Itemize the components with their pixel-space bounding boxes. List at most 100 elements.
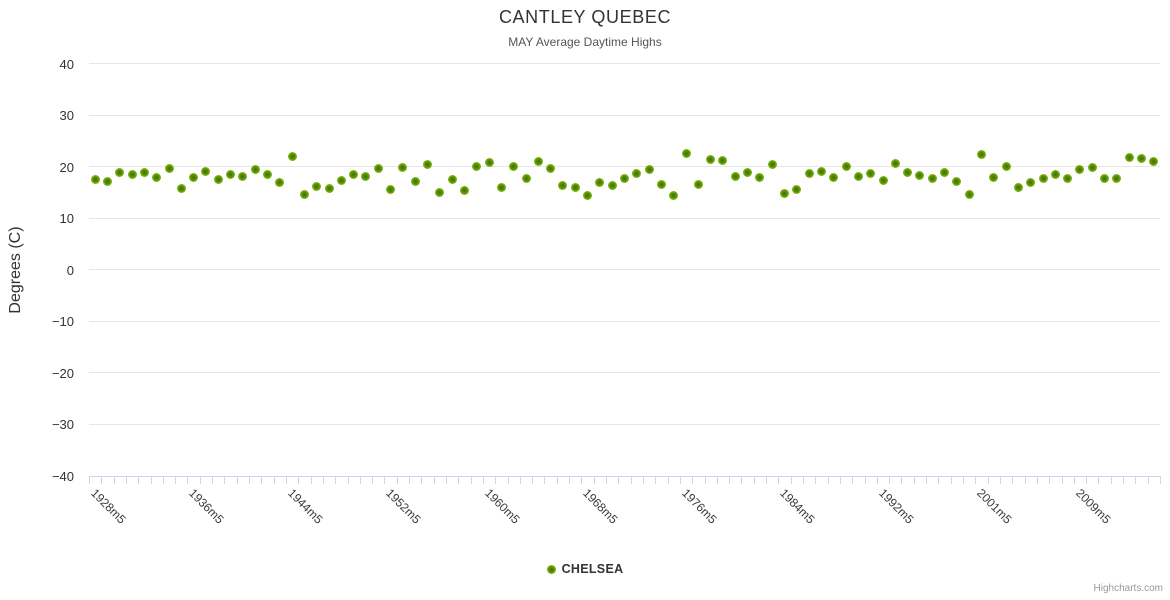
data-point[interactable] bbox=[1124, 152, 1134, 162]
data-point[interactable] bbox=[324, 184, 334, 194]
data-point[interactable] bbox=[1013, 182, 1023, 192]
data-point[interactable] bbox=[607, 181, 617, 191]
data-point[interactable] bbox=[435, 187, 445, 197]
data-point[interactable] bbox=[472, 162, 482, 171]
x-axis-tick-label: 2001m5 bbox=[974, 485, 1016, 527]
data-point[interactable] bbox=[780, 188, 790, 198]
data-point[interactable] bbox=[878, 175, 888, 185]
x-axis-tick bbox=[618, 476, 620, 484]
data-point[interactable] bbox=[201, 166, 211, 176]
data-point[interactable] bbox=[152, 172, 162, 182]
data-point[interactable] bbox=[115, 167, 125, 177]
data-point[interactable] bbox=[287, 151, 297, 161]
data-point[interactable] bbox=[176, 184, 186, 194]
data-point[interactable] bbox=[263, 170, 272, 180]
data-point[interactable] bbox=[250, 165, 260, 175]
data-point[interactable] bbox=[102, 177, 112, 187]
data-point[interactable] bbox=[632, 169, 642, 179]
data-point[interactable] bbox=[373, 164, 383, 174]
data-point[interactable] bbox=[1063, 174, 1073, 184]
x-axis-tick bbox=[778, 476, 780, 484]
data-point[interactable] bbox=[792, 185, 802, 195]
data-point[interactable] bbox=[1087, 162, 1097, 172]
data-point[interactable] bbox=[521, 174, 531, 184]
data-point[interactable] bbox=[238, 172, 248, 182]
data-point[interactable] bbox=[361, 171, 371, 181]
data-point[interactable] bbox=[558, 181, 568, 191]
data-point[interactable] bbox=[755, 173, 765, 183]
data-point[interactable] bbox=[139, 167, 149, 177]
data-point[interactable] bbox=[1001, 162, 1011, 171]
data-point[interactable] bbox=[410, 177, 420, 187]
data-point[interactable] bbox=[718, 155, 728, 165]
data-point[interactable] bbox=[1075, 165, 1085, 175]
data-point[interactable] bbox=[546, 164, 556, 174]
data-point[interactable] bbox=[164, 164, 174, 174]
data-point[interactable] bbox=[509, 162, 519, 171]
x-axis-tick bbox=[901, 476, 903, 484]
data-point[interactable] bbox=[127, 170, 137, 180]
data-point[interactable] bbox=[484, 157, 494, 167]
x-axis-tick bbox=[815, 476, 817, 484]
data-point[interactable] bbox=[447, 175, 457, 185]
data-point[interactable] bbox=[767, 160, 777, 170]
data-point[interactable] bbox=[583, 190, 593, 200]
data-point[interactable] bbox=[459, 186, 469, 196]
data-point[interactable] bbox=[299, 190, 309, 200]
data-point[interactable] bbox=[213, 174, 223, 184]
data-point[interactable] bbox=[336, 176, 346, 186]
data-point[interactable] bbox=[398, 162, 408, 172]
y-axis-tick-label: 10 bbox=[59, 211, 74, 226]
data-point[interactable] bbox=[275, 178, 285, 188]
data-point[interactable] bbox=[706, 155, 716, 165]
data-point[interactable] bbox=[915, 170, 925, 180]
legend-item-chelsea[interactable]: CHELSEA bbox=[0, 562, 1170, 576]
data-point[interactable] bbox=[841, 162, 851, 171]
x-axis-tick bbox=[766, 476, 768, 484]
data-point[interactable] bbox=[533, 156, 543, 166]
data-point[interactable] bbox=[977, 150, 986, 160]
data-point[interactable] bbox=[804, 169, 814, 179]
data-point[interactable] bbox=[890, 158, 900, 168]
data-point[interactable] bbox=[952, 176, 962, 186]
x-axis-tick bbox=[1160, 476, 1161, 484]
data-point[interactable] bbox=[620, 173, 629, 183]
data-point[interactable] bbox=[903, 167, 913, 177]
x-axis-tick bbox=[1135, 476, 1137, 484]
data-point[interactable] bbox=[816, 167, 826, 177]
data-point[interactable] bbox=[312, 181, 322, 191]
data-point[interactable] bbox=[423, 160, 433, 170]
data-point[interactable] bbox=[386, 185, 396, 195]
data-point[interactable] bbox=[989, 172, 999, 182]
x-axis-tick bbox=[593, 476, 595, 484]
data-point[interactable] bbox=[1038, 173, 1048, 183]
data-point[interactable] bbox=[226, 170, 236, 180]
data-point[interactable] bbox=[1112, 173, 1122, 183]
data-point[interactable] bbox=[940, 167, 950, 177]
data-point[interactable] bbox=[927, 174, 937, 184]
x-axis-tick bbox=[458, 476, 460, 484]
data-point[interactable] bbox=[1149, 157, 1159, 167]
data-point[interactable] bbox=[829, 173, 839, 183]
data-point[interactable] bbox=[570, 183, 580, 193]
data-point[interactable] bbox=[730, 171, 740, 181]
data-point[interactable] bbox=[90, 175, 100, 185]
data-point[interactable] bbox=[1026, 178, 1036, 188]
data-point[interactable] bbox=[1100, 173, 1110, 183]
data-point[interactable] bbox=[656, 179, 666, 189]
data-point[interactable] bbox=[669, 190, 679, 200]
data-point[interactable] bbox=[681, 149, 691, 159]
data-point[interactable] bbox=[644, 165, 654, 175]
data-point[interactable] bbox=[1137, 153, 1147, 163]
data-point[interactable] bbox=[853, 172, 863, 182]
data-point[interactable] bbox=[693, 180, 703, 190]
data-point[interactable] bbox=[1050, 170, 1060, 180]
data-point[interactable] bbox=[595, 178, 605, 188]
data-point[interactable] bbox=[349, 169, 359, 179]
data-point[interactable] bbox=[189, 172, 199, 182]
data-point[interactable] bbox=[964, 189, 974, 199]
data-point[interactable] bbox=[866, 168, 876, 178]
data-point[interactable] bbox=[743, 168, 753, 178]
highcharts-credits-link[interactable]: Highcharts.com bbox=[1093, 583, 1163, 594]
data-point[interactable] bbox=[496, 182, 506, 192]
